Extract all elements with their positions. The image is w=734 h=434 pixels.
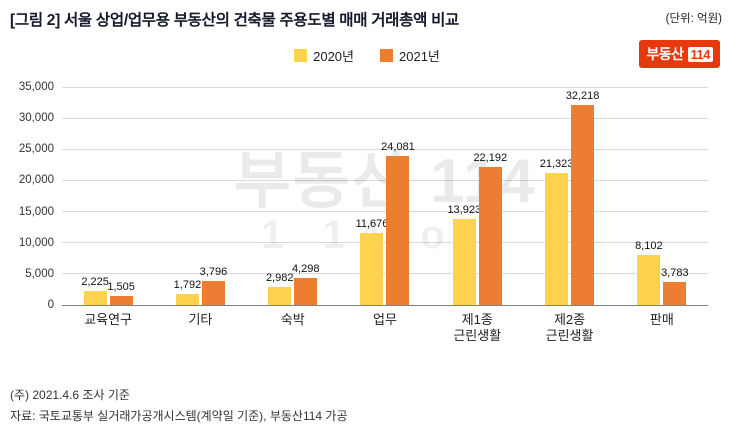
gridline	[62, 118, 708, 119]
bar-chart: 0 5,000 10,000 15,000 20,000 25,000 30,000 35,0…	[10, 81, 708, 311]
bar-2020년: 13,923	[447, 204, 481, 305]
bar-value-label: 24,081	[381, 140, 415, 153]
gridline	[62, 211, 708, 212]
gridline	[62, 273, 708, 274]
bar-group: 2,982 4,298	[247, 88, 339, 305]
x-category-label: 업무	[373, 312, 397, 327]
bar-groups: 2,225 1,505 1,792 3,796 2,982 4,298 11,676 24,0…	[62, 88, 708, 305]
x-category-label: 제1종 근린생활	[453, 312, 502, 344]
y-tick-label: 35,000	[18, 81, 54, 93]
y-axis: 0 5,000 10,000 15,000 20,000 25,000 30,000 35,0…	[10, 81, 62, 311]
bar-group: 8,102 3,783	[616, 88, 708, 305]
unit-label: (단위: 억원)	[665, 13, 722, 25]
legend-label: 2021년	[399, 49, 440, 64]
bar-2021년: 3,783	[661, 267, 689, 305]
bar-group: 13,923 22,192	[431, 88, 523, 305]
footnote-source: 자료: 국토교통부 실거래가공개시스템(계약일 기준), 부동산114 가공	[10, 408, 348, 423]
x-axis: 교육연구 기타 숙박 업무 제1종 근린생활 제2종 근린생활 판매	[62, 312, 708, 345]
bar-value-label: 2,982	[265, 271, 294, 284]
bar-2020년: 2,982	[266, 272, 293, 305]
bar-value-label: 3,783	[661, 266, 689, 279]
y-tick-label: 20,000	[18, 174, 54, 187]
bar-value-label: 1,505	[107, 280, 135, 293]
y-tick-label: 25,000	[18, 143, 54, 156]
bar-2020년: 1,792	[174, 279, 201, 305]
bar-2020년: 2,225	[81, 276, 109, 305]
bar-2021년: 3,796	[200, 266, 227, 305]
bar-group: 21,323 32,218	[523, 88, 615, 305]
legend-item-2020년: 2020년	[294, 46, 354, 65]
bar-group: 1,792 3,796	[154, 88, 246, 305]
bar-value-label: 4,298	[291, 263, 320, 276]
x-category-label: 기타	[188, 312, 213, 327]
bar-value-label: 8,102	[635, 239, 663, 252]
x-category-label: 판매	[649, 312, 674, 327]
legend-row: 2020년 2021년 부동산 114	[0, 40, 734, 74]
brand-logo-text: 부동산	[646, 46, 684, 62]
footnote-survey-date: (주) 2021.4.6 조사 기준	[10, 388, 130, 403]
y-tick-label: 5,000	[25, 267, 54, 280]
bar-value-label: 13,923	[447, 203, 482, 216]
bar-value-label: 1,792	[173, 278, 202, 291]
y-tick-label: 10,000	[18, 236, 54, 249]
bar-value-label: 3,796	[199, 266, 228, 279]
bar-group: 2,225 1,505	[62, 88, 154, 305]
x-category-label: 교육연구	[84, 312, 133, 327]
plot-area: 부동산 114 1 14 oll 2,225 1,505 1,792 3,796 2,9…	[62, 87, 708, 306]
brand-logo: 부동산 114	[639, 40, 720, 68]
legend-swatch	[380, 49, 393, 62]
bar-2020년: 8,102	[635, 240, 663, 305]
gridline	[62, 180, 708, 181]
bar-value-label: 21,323	[539, 157, 574, 170]
bar-value-label: 32,218	[565, 90, 600, 103]
bar-group: 11,676 24,081	[339, 88, 431, 305]
y-tick-label: 15,000	[18, 205, 54, 218]
legend-item-2021년: 2021년	[380, 46, 440, 65]
gridline	[62, 87, 708, 88]
gridline	[62, 149, 708, 150]
y-tick-label: 0	[47, 299, 54, 311]
bar-2020년: 11,676	[356, 218, 388, 305]
header: [그림 2] 서울 상업/업무용 부동산의 건축물 주용도별 매매 거래총액 비…	[0, 0, 734, 30]
bar-2021년: 22,192	[473, 152, 507, 305]
legend-label: 2020년	[313, 49, 354, 64]
y-tick-label: 30,000	[18, 112, 54, 125]
page-title: [그림 2] 서울 상업/업무용 부동산의 건축물 주용도별 매매 거래총액 비…	[10, 12, 459, 29]
footer: (주) 2021.4.6 조사 기준 자료: 국토교통부 실거래가공개시스템(계…	[10, 385, 348, 426]
bar-2020년: 21,323	[540, 158, 573, 305]
brand-logo-number: 114	[687, 46, 713, 62]
bar-2021년: 24,081	[381, 141, 415, 305]
legend-swatch	[294, 49, 308, 62]
gridline	[62, 242, 708, 243]
bar-2021년: 1,505	[107, 281, 135, 305]
x-category-label: 제2종 근린생활	[545, 312, 594, 344]
bar-2021년: 32,218	[566, 90, 599, 305]
bar-value-label: 22,192	[473, 152, 508, 165]
chart-legend: 2020년 2021년	[0, 46, 734, 65]
bar-value-label: 2,225	[81, 276, 109, 289]
bar-value-label: 11,676	[355, 217, 389, 230]
bar-2021년: 4,298	[292, 263, 319, 305]
x-category-label: 숙박	[280, 312, 305, 327]
